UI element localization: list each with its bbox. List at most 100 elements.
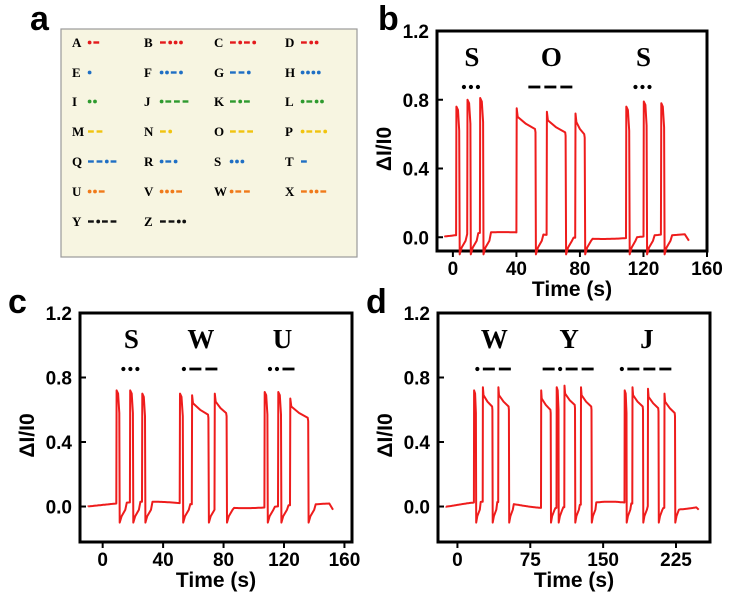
- x-axis-title: Time (s): [532, 278, 612, 301]
- morse-dash: [205, 367, 218, 371]
- y-tick-label: 0.0: [46, 498, 72, 519]
- morse-dash: [160, 220, 166, 223]
- morse-dot: [238, 40, 243, 45]
- morse-dash: [93, 41, 100, 44]
- x-tick-label: 75: [520, 550, 542, 571]
- morse-dash: [165, 100, 172, 103]
- morse-dash: [96, 130, 103, 133]
- morse-letter-q: Q: [72, 154, 82, 169]
- morse-dash: [230, 100, 236, 103]
- morse-dash: [560, 85, 573, 89]
- morse-dot: [159, 189, 164, 194]
- morse-letter-d: D: [285, 35, 294, 50]
- word-letter: S: [464, 42, 479, 72]
- signal-trace: [445, 384, 700, 524]
- y-tick-label: 0.0: [403, 228, 429, 249]
- morse-dash: [98, 190, 105, 193]
- x-tick-label: 160: [329, 550, 361, 571]
- morse-letter-f: F: [144, 65, 152, 80]
- x-tick-label: 0: [448, 259, 459, 280]
- morse-dot: [558, 366, 563, 372]
- y-tick-label: 0.8: [403, 91, 429, 112]
- morse-dash: [581, 367, 594, 371]
- morse-code-y: [88, 219, 117, 224]
- morse-dot: [320, 99, 324, 104]
- morse-dot: [252, 40, 257, 45]
- morse-dash: [96, 160, 103, 163]
- morse-letter-t: T: [285, 154, 294, 169]
- y-tick-label: 0.4: [404, 433, 431, 454]
- morse-dash: [235, 190, 242, 193]
- morse-letter-b: B: [144, 35, 153, 50]
- morse-code-n: [160, 129, 173, 134]
- morse-letter-m: M: [72, 124, 84, 139]
- morse-dot: [633, 84, 638, 90]
- morse-dash: [247, 130, 253, 133]
- morse-code-r: [159, 159, 178, 164]
- x-tick-label: 80: [569, 259, 590, 280]
- morse-letter-o: O: [214, 124, 224, 139]
- morse-dash: [244, 190, 250, 193]
- x-tick-label: 0: [452, 550, 463, 571]
- morse-dash: [659, 367, 672, 371]
- morse-letter-x: X: [285, 184, 295, 199]
- chart-panel-c: 0.0 0.4 0.8 1.2 0 40 80 120 160 Time (s) ΔI/I0 S W U: [16, 304, 360, 592]
- morse-dash: [110, 160, 117, 163]
- morse-letter-a: A: [72, 35, 82, 50]
- morse-code-p: [300, 129, 328, 134]
- morse-dot: [238, 99, 243, 104]
- y-axis-title: ΔI/I0: [373, 127, 396, 171]
- morse-dot: [240, 159, 245, 164]
- morse-code-q: [88, 159, 117, 164]
- panel-label-c: c: [8, 283, 27, 321]
- morse-dash: [230, 71, 236, 74]
- morse-dot: [165, 189, 169, 194]
- word-letter: J: [640, 324, 654, 354]
- x-tick-label: 225: [660, 550, 692, 571]
- y-tick-label: 1.2: [403, 22, 429, 43]
- morse-dash: [544, 85, 557, 89]
- word-morse-code: [461, 84, 481, 90]
- y-tick-label: 0.0: [404, 498, 430, 519]
- x-tick-label: 120: [628, 259, 660, 280]
- morse-dash: [320, 190, 327, 193]
- word-letter: O: [541, 42, 562, 72]
- morse-dash: [542, 367, 555, 371]
- morse-dot: [168, 129, 173, 134]
- morse-dot: [93, 189, 97, 194]
- morse-dash: [498, 367, 511, 371]
- morse-dash: [244, 100, 250, 103]
- morse-code-table: A B C D E F G H I J K L M N O P Q R S T U V W X Y Z: [72, 35, 328, 229]
- morse-letter-g: G: [214, 65, 224, 80]
- morse-dash: [306, 130, 313, 133]
- morse-letter-z: Z: [144, 214, 153, 229]
- morse-dot: [121, 366, 126, 372]
- morse-code-f: [159, 70, 183, 75]
- word-letter: S: [124, 324, 139, 354]
- morse-dot: [181, 366, 186, 372]
- x-tick-label: 40: [506, 259, 527, 280]
- morse-code-g: [230, 70, 251, 75]
- morse-dot: [96, 219, 101, 224]
- chart-panel-d: 0.0 0.4 0.8 1.2 0 75 150 225 Time (s) ΔI/I0 W Y J: [374, 304, 712, 592]
- morse-dash: [160, 41, 166, 44]
- morse-dot: [128, 366, 133, 372]
- morse-dot: [87, 189, 92, 194]
- word-morse-code: [528, 85, 573, 89]
- morse-dash: [168, 220, 175, 223]
- morse-dot: [235, 159, 239, 164]
- morse-dash: [189, 367, 202, 371]
- morse-dot: [159, 159, 164, 164]
- panel-label-d: d: [366, 283, 387, 321]
- word-letter: Y: [559, 324, 579, 354]
- word-morse-code: [267, 366, 295, 372]
- morse-dot: [461, 84, 467, 90]
- morse-code-e: [87, 70, 92, 75]
- morse-table-box: [60, 28, 358, 258]
- morse-dash: [306, 100, 313, 103]
- morse-dot: [300, 129, 305, 134]
- morse-letter-l: L: [285, 94, 294, 109]
- x-tick-label: 40: [153, 550, 174, 571]
- morse-code-j: [159, 99, 189, 104]
- panel-label-b: b: [378, 0, 399, 38]
